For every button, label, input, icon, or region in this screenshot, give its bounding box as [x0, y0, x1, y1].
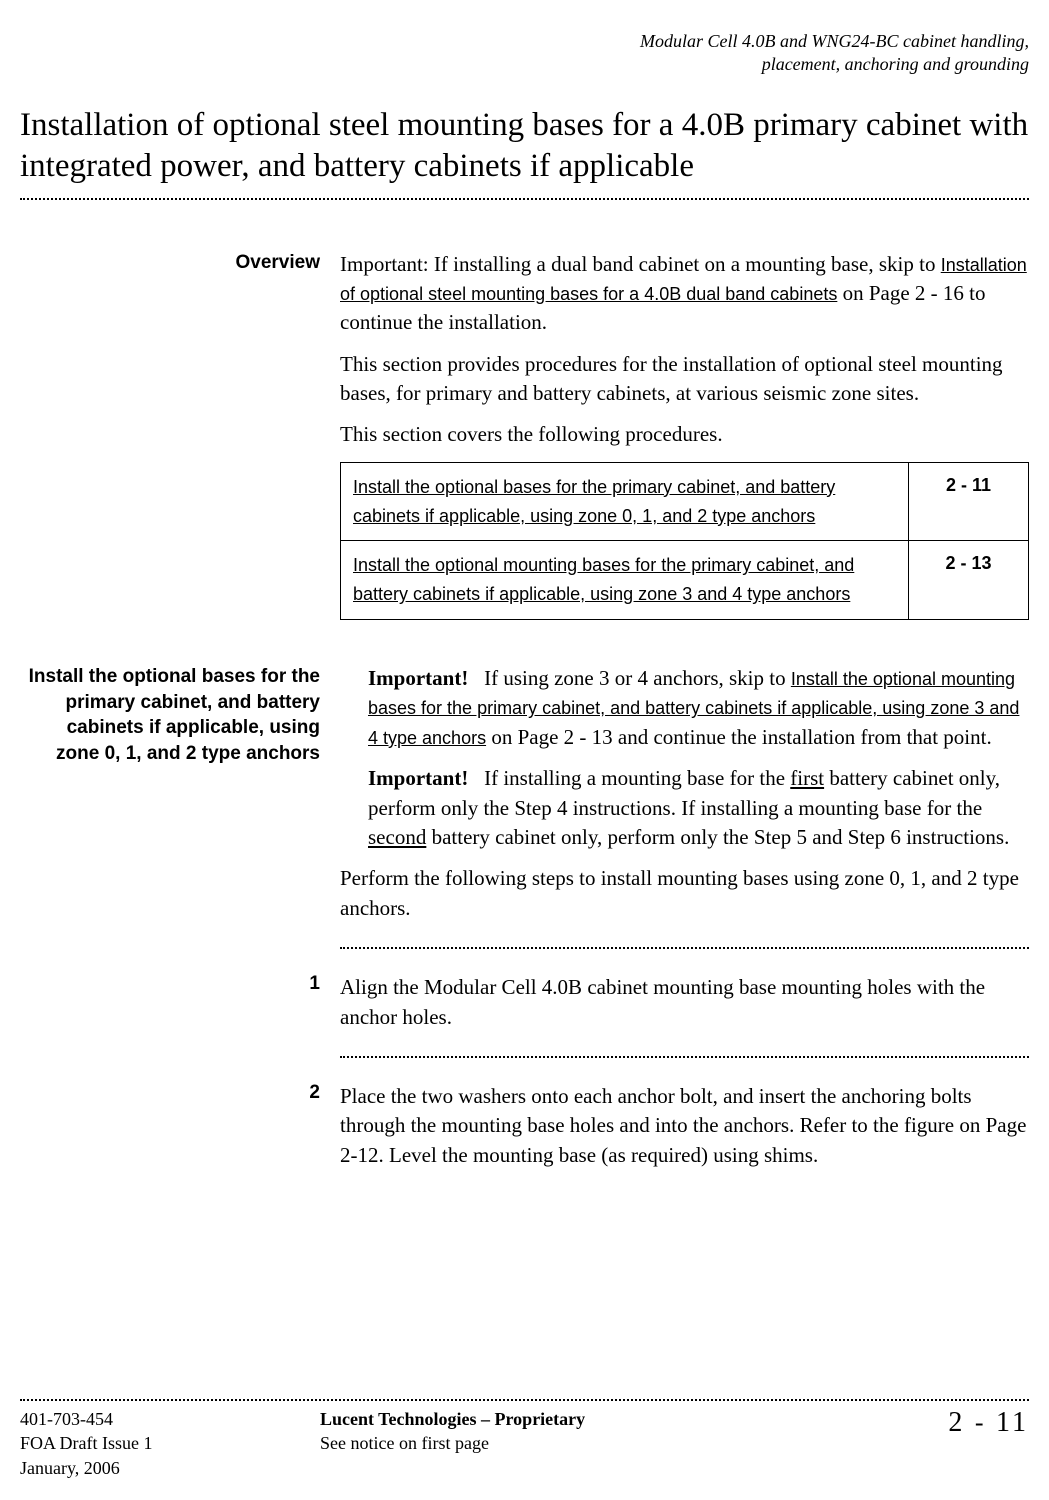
- title-divider: [20, 198, 1029, 200]
- page-footer: 401-703-454 FOA Draft Issue 1 January, 2…: [20, 1399, 1029, 1480]
- step-2-number: 2: [20, 1082, 320, 1182]
- procedure-table: Install the optional bases for the prima…: [340, 462, 1029, 620]
- running-header-line2: placement, anchoring and grounding: [762, 54, 1029, 74]
- running-header-line1: Modular Cell 4.0B and WNG24-BC cabinet h…: [640, 31, 1029, 51]
- footer-chapter: 2: [948, 1407, 965, 1438]
- important-note-2: Important! If installing a mounting base…: [340, 764, 1029, 852]
- important-note-1: Important! If using zone 3 or 4 anchors,…: [340, 664, 1029, 752]
- footer-issue: FOA Draft Issue 1: [20, 1433, 153, 1453]
- footer-dash: -: [975, 1408, 987, 1437]
- important1-pre: If using zone 3 or 4 anchors, skip to: [468, 666, 791, 690]
- step-2-body: Place the two washers onto each anchor b…: [340, 1082, 1029, 1182]
- footer-divider: [20, 1399, 1029, 1401]
- important2-u1: first: [790, 766, 824, 790]
- footer-notice: See notice on first page: [320, 1433, 489, 1453]
- overview-p1-pre: Important: If installing a dual band cab…: [340, 252, 941, 276]
- table-row: Install the optional mounting bases for …: [341, 541, 1029, 620]
- important2-u2: second: [368, 825, 426, 849]
- overview-body: Important: If installing a dual band cab…: [340, 250, 1029, 651]
- step-1-text: Align the Modular Cell 4.0B cabinet moun…: [340, 973, 1029, 1032]
- table-row: Install the optional bases for the prima…: [341, 462, 1029, 541]
- important2-post: battery cabinet only, perform only the S…: [426, 825, 1009, 849]
- step-divider: [340, 1056, 1029, 1058]
- important1-post: on Page 2 - 13 and continue the installa…: [486, 725, 992, 749]
- footer-page: 11: [996, 1407, 1029, 1438]
- table-row2-page: 2 - 13: [909, 541, 1029, 620]
- overview-p2: This section provides procedures for the…: [340, 350, 1029, 409]
- table-row1-desc[interactable]: Install the optional bases for the prima…: [341, 462, 909, 541]
- important2-lead: Important!: [368, 766, 468, 790]
- overview-p1: Important: If installing a dual band cab…: [340, 250, 1029, 338]
- footer-page-number: 2 - 11: [829, 1407, 1029, 1480]
- overview-label: Overview: [20, 250, 320, 651]
- section2-label: Install the optional bases for the prima…: [20, 664, 320, 959]
- footer-proprietary: Lucent Technologies – Proprietary: [320, 1409, 585, 1429]
- step-divider: [340, 947, 1029, 949]
- important1-lead: Important!: [368, 666, 468, 690]
- step-1-body: Align the Modular Cell 4.0B cabinet moun…: [340, 973, 1029, 1068]
- footer-date: January, 2006: [20, 1458, 120, 1478]
- section2-body: Important! If using zone 3 or 4 anchors,…: [340, 664, 1029, 959]
- table-row1-page: 2 - 11: [909, 462, 1029, 541]
- footer-left: 401-703-454 FOA Draft Issue 1 January, 2…: [20, 1407, 320, 1480]
- step-1-number: 1: [20, 973, 320, 1068]
- important2-pre: If installing a mounting base for the: [468, 766, 790, 790]
- running-header: Modular Cell 4.0B and WNG24-BC cabinet h…: [20, 30, 1029, 75]
- overview-p3: This section covers the following proced…: [340, 420, 1029, 449]
- table-row2-desc[interactable]: Install the optional mounting bases for …: [341, 541, 909, 620]
- page-title: Installation of optional steel mounting …: [20, 105, 1029, 188]
- footer-center: Lucent Technologies – Proprietary See no…: [320, 1407, 829, 1480]
- perform-paragraph: Perform the following steps to install m…: [340, 864, 1029, 923]
- step-2-text: Place the two washers onto each anchor b…: [340, 1082, 1029, 1170]
- footer-docnum: 401-703-454: [20, 1409, 113, 1429]
